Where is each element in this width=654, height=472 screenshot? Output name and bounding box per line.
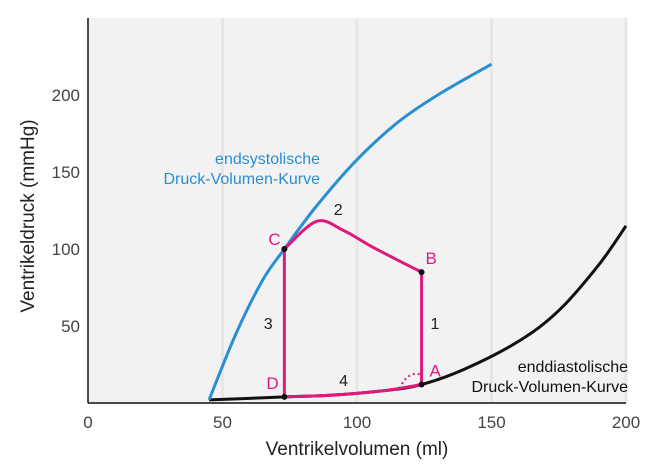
enddiastolic-curve-label: enddiastolische bbox=[518, 359, 628, 376]
tick-labels: 0 50 100 150 200 50 100 150 200 bbox=[52, 86, 641, 432]
points-group bbox=[281, 246, 425, 400]
series-group bbox=[207, 62, 628, 402]
grid-lines bbox=[221, 18, 628, 403]
x-tick-label: 150 bbox=[477, 413, 505, 432]
labels-group: A B C D 1 2 3 4 endsystolische Druck-Volumen-Kurv… bbox=[164, 151, 629, 396]
phase-label: 2 bbox=[334, 202, 343, 219]
point-label-d: D bbox=[266, 374, 278, 393]
x-axis-title: Ventrikelvolumen (ml) bbox=[266, 439, 449, 460]
point-label-a: A bbox=[430, 362, 442, 381]
point-marker-c bbox=[281, 246, 288, 252]
point-label-b: B bbox=[426, 249, 437, 268]
endsystolic-curve-label: endsystolische bbox=[215, 151, 320, 168]
y-tick-label: 150 bbox=[52, 163, 80, 182]
point-marker-b bbox=[418, 269, 425, 276]
phase-label: 4 bbox=[339, 373, 348, 390]
endsystolic-curve-label: Druck-Volumen-Kurve bbox=[164, 171, 321, 188]
y-tick-label: 200 bbox=[52, 86, 80, 105]
loop-segment-filling bbox=[284, 383, 422, 399]
point-marker-d bbox=[281, 393, 288, 400]
x-tick-label: 200 bbox=[612, 413, 640, 432]
loop-dotted-arc bbox=[398, 372, 422, 389]
x-tick-label: 50 bbox=[213, 413, 232, 432]
endsystolic-curve bbox=[207, 62, 493, 401]
point-label-c: C bbox=[268, 230, 280, 249]
x-tick-label: 0 bbox=[83, 413, 92, 432]
x-tick-label: 100 bbox=[343, 413, 371, 432]
loop-segment-ejection bbox=[283, 219, 423, 274]
y-tick-label: 100 bbox=[52, 240, 80, 259]
y-tick-label: 50 bbox=[61, 317, 80, 336]
phase-label: 3 bbox=[264, 316, 273, 333]
enddiastolic-curve-label: Druck-Volumen-Kurve bbox=[472, 379, 629, 396]
y-axis-title: Ventrikeldruck (mmHg) bbox=[18, 119, 39, 312]
point-marker-a bbox=[418, 381, 425, 388]
phase-label: 1 bbox=[431, 316, 440, 333]
